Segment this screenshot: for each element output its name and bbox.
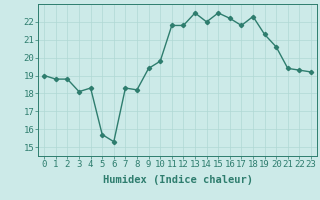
X-axis label: Humidex (Indice chaleur): Humidex (Indice chaleur): [103, 175, 252, 185]
